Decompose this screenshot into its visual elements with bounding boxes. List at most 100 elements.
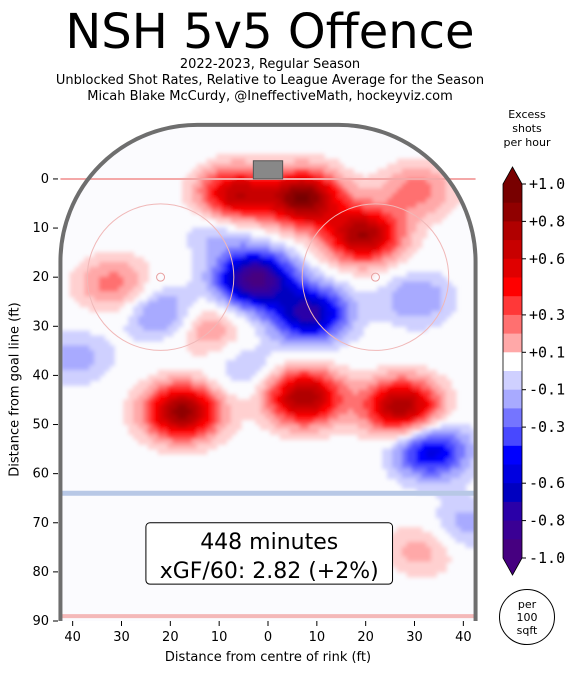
heatmap-cell	[465, 507, 472, 514]
heatmap-cell	[328, 389, 335, 396]
heatmap-cell	[299, 370, 306, 376]
heatmap-cell	[157, 394, 164, 401]
heatmap-cell	[177, 428, 184, 435]
heatmap-cell	[392, 286, 398, 293]
heatmap-cell	[196, 350, 203, 357]
heatmap-cell	[406, 301, 413, 308]
heatmap-cell	[191, 374, 198, 381]
heatmap-cell	[455, 502, 462, 509]
heatmap-cell	[411, 541, 418, 548]
heatmap-cell	[382, 379, 389, 386]
heatmap-cell	[211, 168, 218, 175]
heatmap-cell	[357, 222, 364, 229]
heatmap-cell	[289, 163, 296, 170]
heatmap-cell	[216, 261, 223, 268]
heatmap-cell	[255, 399, 262, 406]
heatmap-cell	[201, 340, 208, 347]
heatmap-cell	[362, 252, 369, 259]
heatmap-cell	[299, 433, 306, 440]
heatmap-cell	[328, 232, 335, 239]
heatmap-cell	[225, 360, 232, 367]
heatmap-cell	[440, 315, 447, 322]
heatmap-cell	[416, 207, 423, 214]
heatmap-cell	[206, 232, 213, 239]
heatmap-cell	[250, 252, 257, 259]
heatmap-cell	[103, 355, 110, 362]
heatmap-cell	[431, 212, 437, 219]
heatmap-cell	[99, 296, 105, 303]
heatmap-cell	[470, 497, 476, 504]
heatmap-cell	[411, 374, 418, 381]
heatmap-cell	[255, 242, 262, 249]
heatmap-cell	[431, 301, 437, 308]
heatmap-cell	[406, 193, 413, 200]
heatmap-cell	[313, 153, 320, 160]
heatmap-cell	[235, 217, 242, 224]
heatmap-cell	[406, 438, 413, 445]
heatmap-cell	[440, 473, 447, 480]
heatmap-cell	[84, 365, 91, 371]
heatmap-cell	[225, 419, 232, 426]
heatmap-cell	[333, 281, 340, 288]
heatmap-cell	[426, 463, 433, 470]
heatmap-cell	[392, 276, 398, 283]
heatmap-cell	[186, 237, 193, 244]
heatmap-cell	[289, 261, 296, 268]
heatmap-cell	[133, 281, 140, 288]
heatmap-cell	[304, 428, 311, 435]
heatmap-cell	[387, 448, 394, 455]
heatmap-cell	[392, 384, 398, 391]
heatmap-cell	[138, 311, 144, 317]
heatmap-cell	[377, 370, 384, 376]
heatmap-cell	[269, 409, 276, 416]
heatmap-cell	[382, 178, 389, 185]
heatmap-cell	[289, 203, 296, 209]
heatmap-cell	[294, 399, 301, 406]
heatmap-cell	[401, 173, 408, 180]
heatmap-cell	[396, 212, 403, 219]
heatmap-cell	[343, 414, 350, 421]
heatmap-cell	[147, 394, 154, 401]
heatmap-cell	[245, 257, 252, 263]
heatmap-cell	[240, 193, 247, 200]
heatmap-cell	[323, 247, 330, 254]
heatmap-cell	[245, 173, 252, 180]
heatmap-cell	[343, 203, 350, 209]
heatmap-cells	[60, 153, 476, 578]
heatmap-cell	[138, 384, 144, 391]
heatmap-cell	[431, 468, 437, 475]
heatmap-cell	[260, 345, 267, 352]
heatmap-cell	[269, 311, 276, 317]
heatmap-cell	[338, 335, 345, 342]
heatmap-cell	[157, 320, 164, 327]
heatmap-cell	[328, 237, 335, 244]
heatmap-cell	[230, 257, 237, 263]
heatmap-cell	[221, 419, 227, 426]
heatmap-cell	[362, 222, 369, 229]
heatmap-cell	[323, 291, 330, 298]
heatmap-cell	[265, 212, 271, 219]
heatmap-cell	[186, 404, 193, 411]
heatmap-cell	[333, 242, 340, 249]
heatmap-cell	[216, 325, 223, 332]
heatmap-cell	[445, 468, 452, 475]
heatmap-cell	[392, 448, 398, 455]
heatmap-cell	[284, 168, 291, 175]
heatmap-cell	[255, 409, 262, 416]
heatmap-cell	[294, 330, 301, 337]
heatmap-cell	[235, 286, 242, 293]
heatmap-cell	[128, 325, 135, 332]
heatmap-cell	[216, 330, 223, 337]
heatmap-cell	[445, 478, 452, 484]
heatmap-cell	[211, 212, 218, 219]
heatmap-cell	[128, 276, 135, 283]
heatmap-cell	[416, 463, 423, 470]
heatmap-cell	[401, 178, 408, 185]
heatmap-cell	[260, 203, 267, 209]
heatmap-cell	[294, 384, 301, 391]
heatmap-cell	[255, 414, 262, 421]
heatmap-cell	[216, 227, 223, 234]
heatmap-cell	[313, 271, 320, 278]
heatmap-cell	[138, 320, 144, 327]
heatmap-cell	[357, 198, 364, 204]
